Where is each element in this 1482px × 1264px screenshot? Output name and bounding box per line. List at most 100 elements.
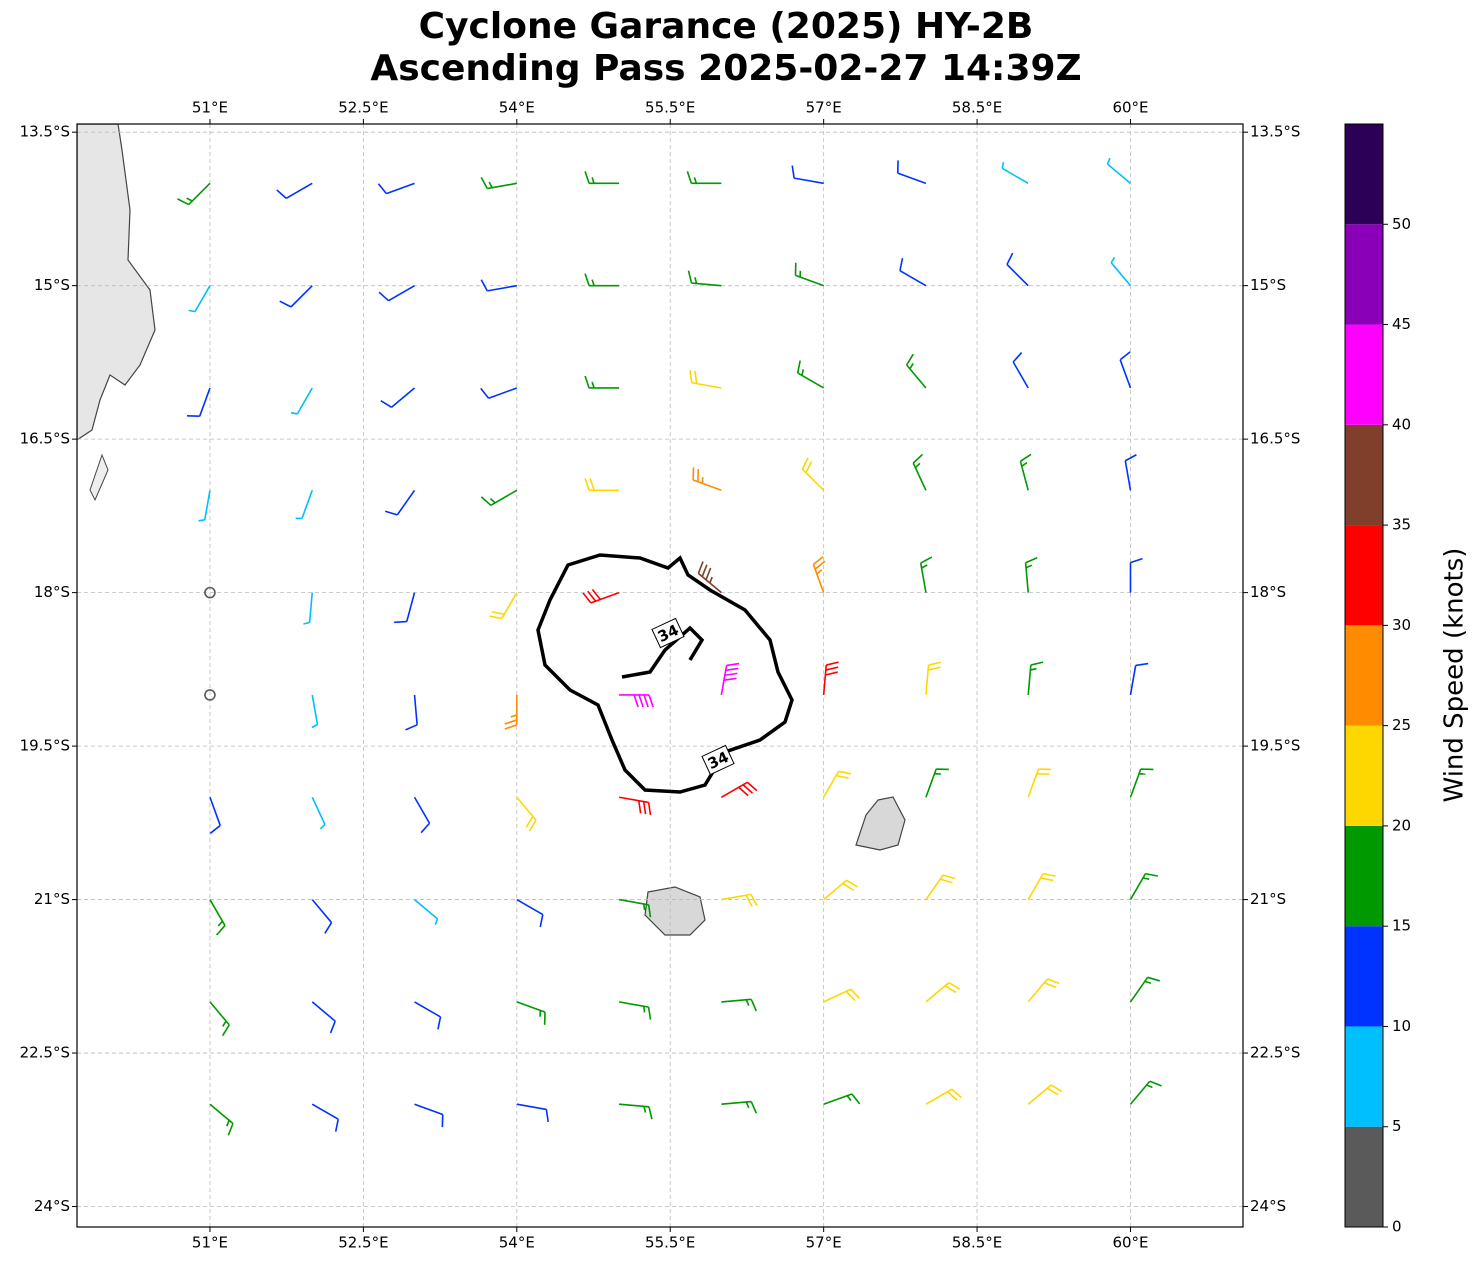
barb-feather <box>1046 1087 1059 1096</box>
barb-feather <box>221 1024 230 1037</box>
barb-feather <box>936 768 949 771</box>
barb-staff <box>925 768 937 798</box>
x-tick-label: 51°E <box>192 99 228 117</box>
barb-staff <box>1012 361 1029 389</box>
wind-barb <box>796 360 825 389</box>
barb-half <box>217 920 224 927</box>
barb-feather <box>801 457 809 470</box>
colorbar-segment <box>1345 926 1383 1027</box>
barb-feather <box>633 694 639 708</box>
wind-barb <box>1129 768 1154 798</box>
wind-barb <box>1119 351 1132 389</box>
title: Cyclone Garance (2025) HY-2B <box>419 6 1034 47</box>
wind-barb <box>721 893 758 907</box>
barb-feather <box>1020 453 1032 462</box>
barb-feather <box>814 560 826 570</box>
barb-feather <box>796 360 801 374</box>
wind-barb <box>188 285 211 313</box>
colorbar-tick-label: 50 <box>1392 215 1411 233</box>
wind-barb <box>689 370 722 389</box>
x-tick-label: 54°E <box>499 1234 535 1252</box>
barb-half <box>539 1010 542 1017</box>
barb-half <box>745 999 750 1006</box>
wind-barb <box>384 489 416 516</box>
barb-staff <box>516 1103 547 1111</box>
barb-feather <box>1030 661 1044 666</box>
barb-staff <box>388 284 415 302</box>
colorbar-tick-label: 0 <box>1392 1218 1402 1236</box>
wind-barb <box>812 555 826 593</box>
wind-barb <box>618 898 652 918</box>
wind-barb <box>1129 1080 1162 1105</box>
wind-barb <box>720 662 740 696</box>
barb-feather <box>842 882 854 891</box>
barb-staff <box>311 899 333 924</box>
x-tick-label: 54°E <box>499 99 535 117</box>
barb-half <box>1021 462 1028 467</box>
wind-barb <box>1129 557 1143 593</box>
wind-barb <box>697 561 722 594</box>
wind-barb <box>380 387 416 408</box>
barb-staff <box>823 1093 853 1105</box>
barb-feather <box>1140 768 1154 771</box>
barb-staff <box>899 269 927 287</box>
barb-staff <box>194 285 211 313</box>
barb-feather <box>846 879 858 888</box>
barb-staff <box>1119 359 1132 389</box>
contour-label-box <box>651 617 685 649</box>
wind-barb <box>618 1001 652 1020</box>
barb-feather <box>582 592 592 604</box>
contour: 34 34 <box>536 553 794 794</box>
barb-staff <box>1106 163 1132 184</box>
colorbar-segment <box>1345 625 1383 726</box>
barb-half <box>434 918 439 926</box>
barb-staff <box>1129 665 1137 696</box>
wind-barb <box>899 258 927 287</box>
wind-barb <box>1129 976 1161 1003</box>
y-tick-label: 16.5°S <box>20 430 70 448</box>
barb-staff <box>490 489 518 506</box>
barb-feather <box>591 589 601 600</box>
wind-barb <box>1110 256 1132 287</box>
y-tick-label: 18°S <box>1250 583 1286 601</box>
barb-half <box>198 519 205 522</box>
barb-feather <box>948 981 961 990</box>
wind-barb <box>925 1088 962 1105</box>
y-tick-label: 24°S <box>34 1197 70 1215</box>
wind-barb <box>618 796 652 816</box>
wind-barb <box>276 182 313 200</box>
barb-half <box>914 462 921 469</box>
colorbar-tick-label: 40 <box>1392 415 1411 433</box>
barb-feather <box>504 719 518 725</box>
barb-feather <box>850 988 861 999</box>
colorbar-tick-label: 30 <box>1392 616 1411 634</box>
calm-circle <box>204 689 216 701</box>
barb-feather <box>724 672 738 677</box>
wind-barb <box>209 1103 234 1136</box>
barb-feather <box>539 914 544 928</box>
wind-barb <box>823 879 858 901</box>
barb-feather <box>480 387 490 399</box>
wind-barb <box>801 457 825 491</box>
barb-feather <box>489 615 502 620</box>
wind-barb <box>925 768 949 798</box>
barb-half <box>1030 667 1037 671</box>
barb-staff <box>1027 664 1032 696</box>
barb-staff <box>1006 263 1029 287</box>
barb-feather <box>750 1101 758 1114</box>
barb-staff <box>691 282 722 287</box>
barb-half <box>709 576 713 584</box>
barb-staff <box>925 1088 953 1105</box>
barb-feather <box>1124 454 1137 462</box>
barb-half <box>591 381 595 389</box>
barb-feather <box>1050 1084 1063 1093</box>
wind-barb <box>377 182 415 195</box>
barb-half <box>290 411 298 415</box>
wind-barb <box>721 1100 758 1114</box>
subtitle: Ascending Pass 2025-02-27 14:39Z <box>370 48 1081 89</box>
barb-half <box>295 517 303 520</box>
wind-barb <box>582 589 620 604</box>
barb-staff <box>391 387 416 408</box>
wind-barb <box>1027 978 1060 1003</box>
